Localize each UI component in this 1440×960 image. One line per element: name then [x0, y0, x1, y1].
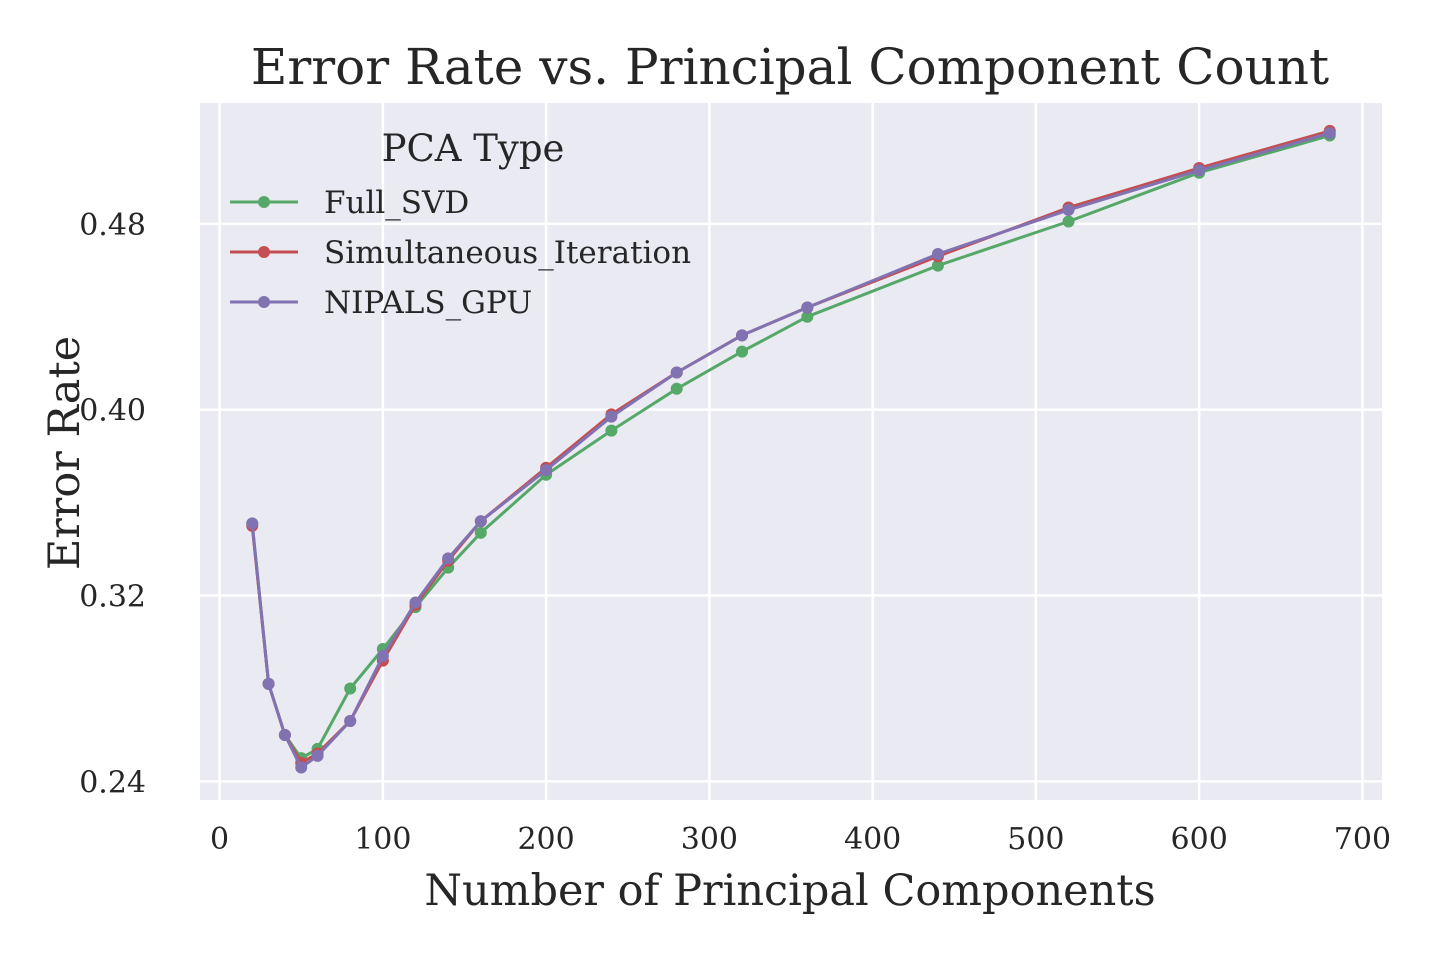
legend-item: NIPALS_GPU [230, 285, 532, 321]
data-point [262, 677, 275, 690]
data-point [344, 682, 357, 695]
data-point [246, 517, 259, 530]
legend-marker [258, 246, 270, 258]
data-point [1323, 127, 1336, 140]
y-tick-labels: 0.24 0.32 0.40 0.48 [79, 208, 146, 801]
series-layer [246, 124, 1336, 774]
y-tick-label: 0.24 [79, 765, 146, 800]
legend-label: NIPALS_GPU [324, 285, 532, 321]
data-point [1062, 203, 1075, 216]
chart-title: Error Rate vs. Principal Component Count [251, 38, 1329, 96]
x-tick-label: 600 [1171, 822, 1228, 857]
x-tick-label: 300 [681, 822, 738, 857]
legend-label: Full_SVD [324, 185, 469, 221]
legend-item: Simultaneous_Iteration [230, 235, 691, 271]
data-point [540, 464, 553, 477]
legend: PCA Type Full_SVD Simultaneous_Iteration N… [230, 127, 691, 321]
plot-area [200, 103, 1382, 800]
series-NIPALS_GPU [246, 127, 1336, 774]
x-tick-label: 200 [517, 822, 574, 857]
x-tick-label: 100 [354, 822, 411, 857]
data-point [376, 649, 389, 662]
data-point [931, 259, 944, 272]
legend-marker [258, 196, 270, 208]
data-point [1062, 215, 1075, 228]
x-tick-label: 500 [1007, 822, 1064, 857]
data-point [801, 301, 814, 314]
y-tick-label: 0.48 [79, 208, 146, 243]
data-point [442, 552, 455, 565]
x-tick-label: 400 [844, 822, 901, 857]
y-tick-label: 0.40 [79, 394, 146, 429]
x-axis-label: Number of Principal Components [424, 866, 1155, 916]
data-point [295, 761, 308, 774]
legend-label: Simultaneous_Iteration [324, 235, 691, 271]
x-tick-label: 700 [1334, 822, 1391, 857]
data-point [474, 526, 487, 539]
y-axis-label: Error Rate [40, 336, 90, 570]
data-point [670, 382, 683, 395]
data-point [1193, 164, 1206, 177]
data-point [311, 749, 324, 762]
data-point [605, 424, 618, 437]
data-point [670, 366, 683, 379]
legend-title: PCA Type [382, 127, 565, 170]
legend-item: Full_SVD [230, 185, 469, 221]
y-tick-label: 0.32 [79, 580, 146, 615]
data-point [736, 345, 749, 358]
legend-marker [258, 296, 270, 308]
data-point [278, 728, 291, 741]
data-point [736, 329, 749, 342]
data-point [409, 596, 422, 609]
data-point [474, 515, 487, 528]
data-point [344, 715, 357, 728]
x-tick-labels: 0 100 200 300 400 500 600 700 [210, 822, 1391, 857]
data-point [801, 310, 814, 323]
data-point [931, 248, 944, 261]
grid-lines [200, 103, 1382, 800]
x-tick-label: 0 [210, 822, 229, 857]
data-point [605, 410, 618, 423]
